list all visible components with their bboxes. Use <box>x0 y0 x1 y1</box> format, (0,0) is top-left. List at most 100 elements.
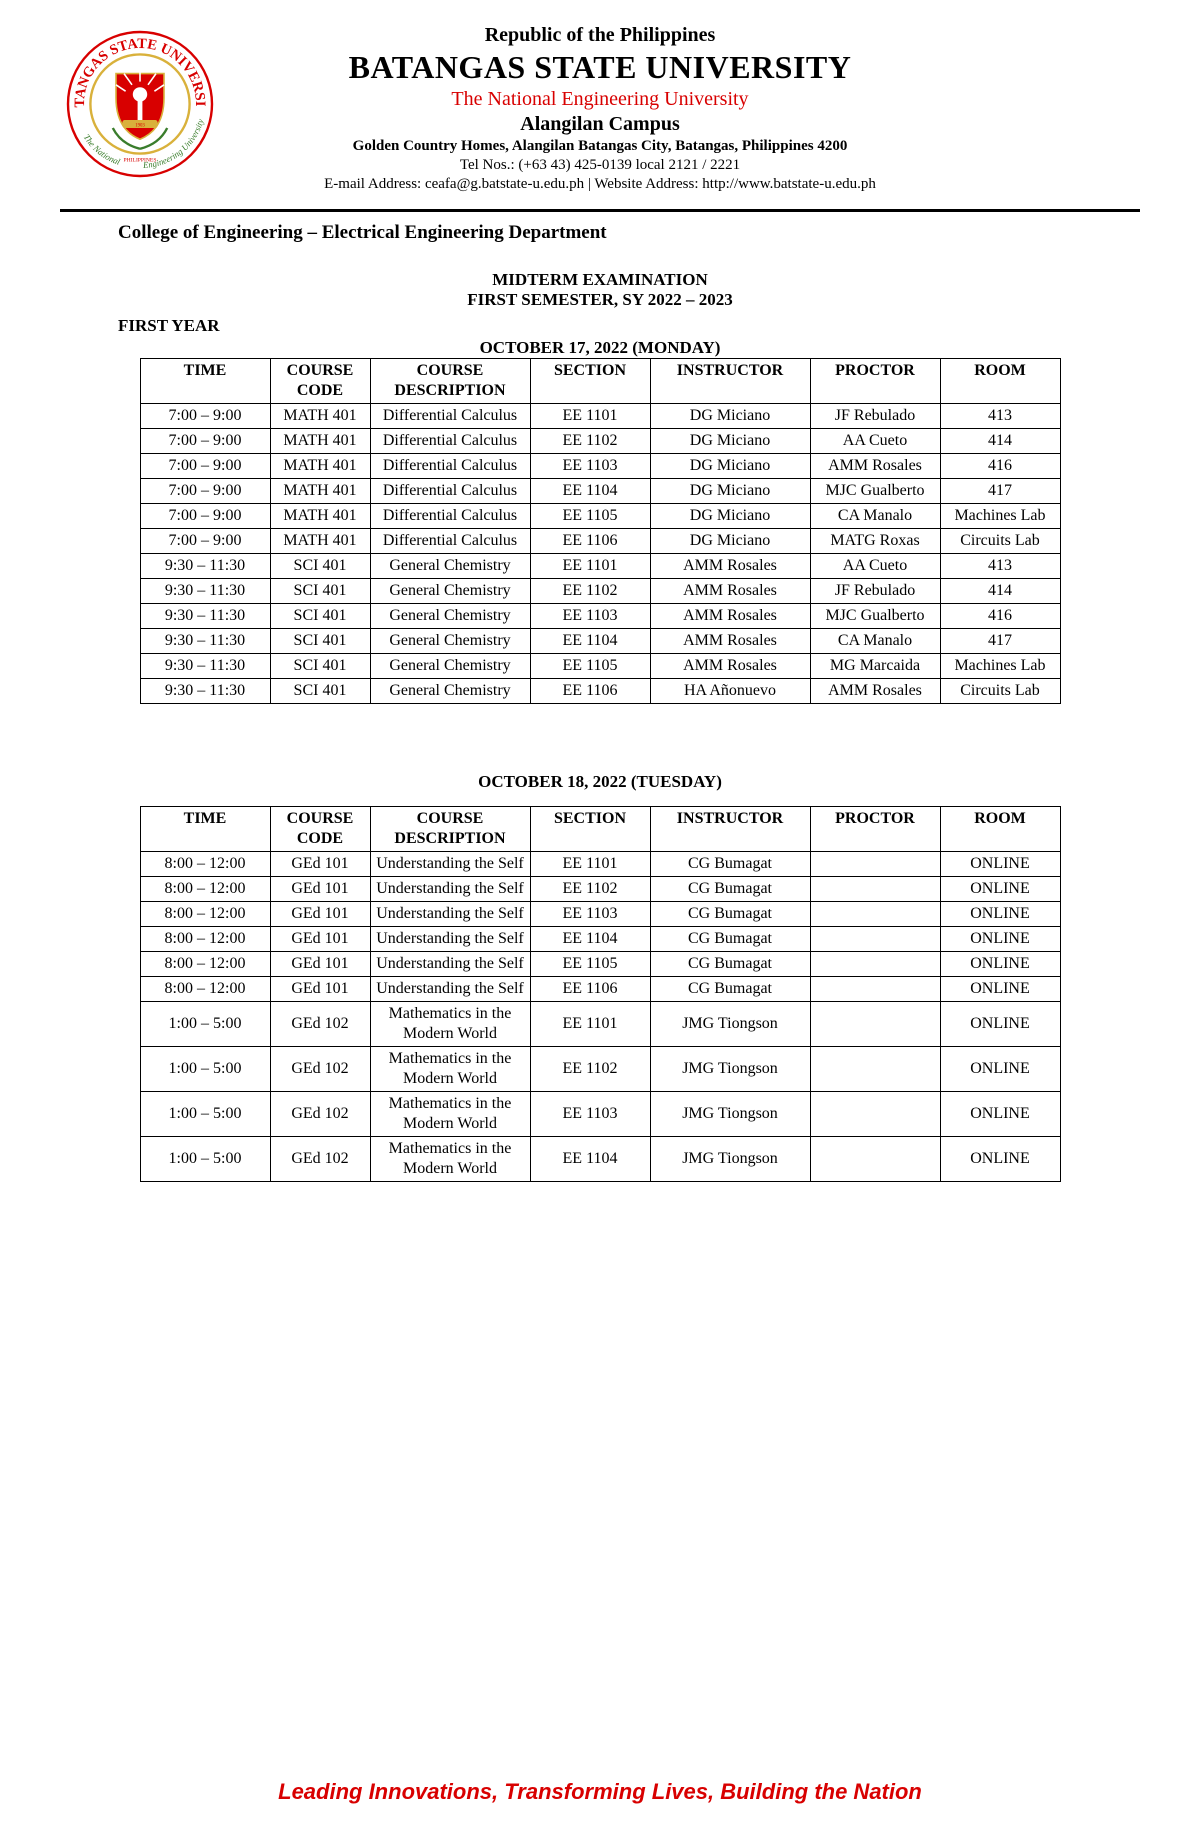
table-cell: GEd 101 <box>270 952 370 977</box>
table-cell: SCI 401 <box>270 654 370 679</box>
table-cell: CG Bumagat <box>650 977 810 1002</box>
table-cell: 8:00 – 12:00 <box>140 977 270 1002</box>
table-cell: 1:00 – 5:00 <box>140 1002 270 1047</box>
exam-title: MIDTERM EXAMINATION <box>60 270 1140 290</box>
table-cell: EE 1104 <box>530 1137 650 1182</box>
table-cell: AA Cueto <box>810 429 940 454</box>
table-cell: MATH 401 <box>270 429 370 454</box>
header-tagline: The National Engineering University <box>60 88 1140 111</box>
table-header-row: TIMECOURSECODECOURSEDESCRIPTIONSECTIONIN… <box>140 807 1060 852</box>
table-cell: GEd 101 <box>270 877 370 902</box>
table-cell: MATG Roxas <box>810 529 940 554</box>
table-cell: 416 <box>940 454 1060 479</box>
table-cell: 7:00 – 9:00 <box>140 404 270 429</box>
table-row: 9:30 – 11:30SCI 401General ChemistryEE 1… <box>140 554 1060 579</box>
table-cell: AMM Rosales <box>810 454 940 479</box>
table-cell: DG Miciano <box>650 529 810 554</box>
table-header-cell: SECTION <box>530 807 650 852</box>
table-cell <box>810 852 940 877</box>
table-cell <box>810 1092 940 1137</box>
table-cell: 9:30 – 11:30 <box>140 629 270 654</box>
table-cell: JMG Tiongson <box>650 1047 810 1092</box>
table-cell: 417 <box>940 629 1060 654</box>
table-cell: CA Manalo <box>810 504 940 529</box>
table-row: 1:00 – 5:00GEd 102Mathematics in the Mod… <box>140 1092 1060 1137</box>
table-cell: Understanding the Self <box>370 902 530 927</box>
table-cell: ONLINE <box>940 1092 1060 1137</box>
exam-schedule-table: TIMECOURSECODECOURSEDESCRIPTIONSECTIONIN… <box>140 806 1061 1182</box>
letterhead: BATANGAS STATE UNIVERSITY The National E… <box>60 24 1140 201</box>
table-cell: SCI 401 <box>270 579 370 604</box>
table-cell: Differential Calculus <box>370 454 530 479</box>
table-cell: EE 1104 <box>530 629 650 654</box>
table-cell: SCI 401 <box>270 679 370 704</box>
header-university: BATANGAS STATE UNIVERSITY <box>60 49 1140 86</box>
table-row: 8:00 – 12:00GEd 101Understanding the Sel… <box>140 927 1060 952</box>
table-cell: EE 1101 <box>530 404 650 429</box>
table-cell: ONLINE <box>940 1047 1060 1092</box>
table-header-cell: COURSECODE <box>270 359 370 404</box>
table-cell: 8:00 – 12:00 <box>140 927 270 952</box>
table-cell: ONLINE <box>940 852 1060 877</box>
table-cell: Understanding the Self <box>370 927 530 952</box>
table-cell: EE 1105 <box>530 654 650 679</box>
table-cell: MATH 401 <box>270 454 370 479</box>
table-row: 7:00 – 9:00MATH 401Differential Calculus… <box>140 429 1060 454</box>
table-header-cell: ROOM <box>940 807 1060 852</box>
table-cell: GEd 101 <box>270 852 370 877</box>
table-cell: 414 <box>940 429 1060 454</box>
table-cell: EE 1106 <box>530 529 650 554</box>
table-cell: DG Miciano <box>650 454 810 479</box>
table-cell: SCI 401 <box>270 554 370 579</box>
table-cell: General Chemistry <box>370 604 530 629</box>
table-cell: EE 1101 <box>530 852 650 877</box>
exam-schedule-table: TIMECOURSECODECOURSEDESCRIPTIONSECTIONIN… <box>140 358 1061 704</box>
table-cell: Differential Calculus <box>370 479 530 504</box>
college-department: College of Engineering – Electrical Engi… <box>118 222 1140 244</box>
table-cell: 416 <box>940 604 1060 629</box>
page: BATANGAS STATE UNIVERSITY The National E… <box>0 0 1200 1835</box>
header-contact: E-mail Address: ceafa@g.batstate-u.edu.p… <box>60 176 1140 193</box>
date-heading: OCTOBER 17, 2022 (MONDAY) <box>60 338 1140 358</box>
year-label: FIRST YEAR <box>118 316 1140 336</box>
table-cell: 9:30 – 11:30 <box>140 554 270 579</box>
table-cell: AMM Rosales <box>650 579 810 604</box>
table-cell: DG Miciano <box>650 429 810 454</box>
table-row: 9:30 – 11:30SCI 401General ChemistryEE 1… <box>140 679 1060 704</box>
table-cell: MATH 401 <box>270 529 370 554</box>
table-cell: CG Bumagat <box>650 902 810 927</box>
table-header-cell: COURSECODE <box>270 807 370 852</box>
table-header-cell: INSTRUCTOR <box>650 807 810 852</box>
table-cell <box>810 1137 940 1182</box>
footer-slogan: Leading Innovations, Transforming Lives,… <box>0 1779 1200 1805</box>
table-cell: Understanding the Self <box>370 952 530 977</box>
table-cell: CG Bumagat <box>650 927 810 952</box>
table-cell: AMM Rosales <box>650 554 810 579</box>
svg-text:PHILIPPINES: PHILIPPINES <box>124 158 157 164</box>
table-cell: JMG Tiongson <box>650 1137 810 1182</box>
table-cell: Differential Calculus <box>370 429 530 454</box>
table-row: 8:00 – 12:00GEd 101Understanding the Sel… <box>140 877 1060 902</box>
table-cell: ONLINE <box>940 1002 1060 1047</box>
table-cell: JMG Tiongson <box>650 1002 810 1047</box>
table-cell: SCI 401 <box>270 604 370 629</box>
table-cell: 9:30 – 11:30 <box>140 654 270 679</box>
table-cell: MATH 401 <box>270 504 370 529</box>
table-cell: ONLINE <box>940 1137 1060 1182</box>
table-cell: EE 1103 <box>530 604 650 629</box>
table-cell: 1:00 – 5:00 <box>140 1137 270 1182</box>
table-cell: 1:00 – 5:00 <box>140 1047 270 1092</box>
table-cell: Understanding the Self <box>370 852 530 877</box>
table-cell: Mathematics in the Modern World <box>370 1002 530 1047</box>
table-cell: Understanding the Self <box>370 977 530 1002</box>
table-cell: GEd 101 <box>270 902 370 927</box>
table-cell: Mathematics in the Modern World <box>370 1137 530 1182</box>
table-cell: General Chemistry <box>370 679 530 704</box>
header-rule <box>60 209 1140 212</box>
table-cell: 7:00 – 9:00 <box>140 479 270 504</box>
table-cell: 7:00 – 9:00 <box>140 429 270 454</box>
table-cell: CG Bumagat <box>650 952 810 977</box>
table-cell: GEd 101 <box>270 977 370 1002</box>
table-cell: AMM Rosales <box>650 629 810 654</box>
table-cell: AA Cueto <box>810 554 940 579</box>
